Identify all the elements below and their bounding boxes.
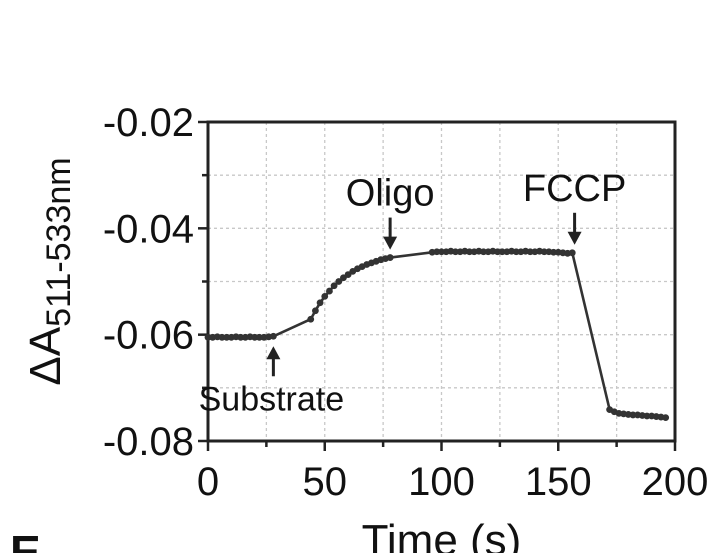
- data-point: [223, 333, 231, 341]
- axis-labels: Time (s) ΔA511-533nm E: [10, 157, 521, 553]
- x-tick-label: 0: [197, 460, 219, 504]
- data-point: [662, 414, 670, 422]
- y-axis-label-prefix: ΔA: [21, 326, 70, 385]
- panel-label: E: [10, 526, 41, 553]
- data-point: [512, 248, 520, 256]
- y-tick-label: -0.06: [103, 314, 194, 358]
- data-point: [494, 248, 501, 256]
- annotation-label: Oligo: [346, 173, 435, 215]
- data-point: [438, 248, 445, 256]
- x-axis-label: Time (s): [362, 516, 522, 553]
- data-point: [452, 248, 459, 256]
- x-tick-label: 100: [408, 460, 475, 504]
- data-point: [237, 333, 245, 341]
- y-tick-label: -0.02: [103, 101, 194, 145]
- data-point: [550, 248, 557, 256]
- data-point: [255, 333, 263, 341]
- annotations: Oligo FCCP Substrate: [199, 168, 627, 418]
- data-point: [466, 248, 473, 256]
- x-tick-label: 150: [525, 460, 592, 504]
- data-point: [540, 248, 548, 256]
- annotation-arrowhead: [266, 346, 281, 360]
- y-tick-label: -0.04: [103, 207, 194, 251]
- data-point: [568, 249, 576, 257]
- data-series: [204, 247, 670, 422]
- data-point: [433, 248, 441, 256]
- data-point: [321, 292, 329, 300]
- data-point: [312, 307, 319, 315]
- data-point: [480, 248, 487, 256]
- data-point: [326, 287, 333, 295]
- data-point: [498, 248, 506, 256]
- data-point: [307, 315, 315, 323]
- y-tick-label: -0.08: [103, 420, 194, 464]
- data-point: [330, 282, 338, 290]
- data-point: [269, 332, 277, 340]
- annotation-arrowhead: [567, 231, 582, 245]
- grid-lines: [208, 122, 675, 441]
- y-axis-label: ΔA511-533nm: [21, 157, 78, 385]
- data-point: [629, 411, 637, 419]
- data-point: [335, 278, 343, 285]
- y-axis-label-subscript: 511-533nm: [40, 157, 78, 327]
- x-tick-label: 50: [303, 460, 348, 504]
- data-point: [526, 248, 534, 256]
- data-point: [643, 412, 651, 420]
- axes: 0 50 100 150 200 -0.02 -0.04 -0.06 -0.08: [103, 101, 709, 504]
- data-point: [218, 333, 226, 341]
- annotation-arrowhead: [383, 236, 398, 250]
- annotation-label: Substrate: [199, 380, 345, 418]
- x-tick-label: 200: [642, 460, 709, 504]
- data-point: [386, 254, 394, 261]
- data-point: [251, 333, 259, 341]
- data-point: [204, 333, 212, 341]
- annotation-label: FCCP: [523, 168, 626, 210]
- data-point: [316, 299, 324, 307]
